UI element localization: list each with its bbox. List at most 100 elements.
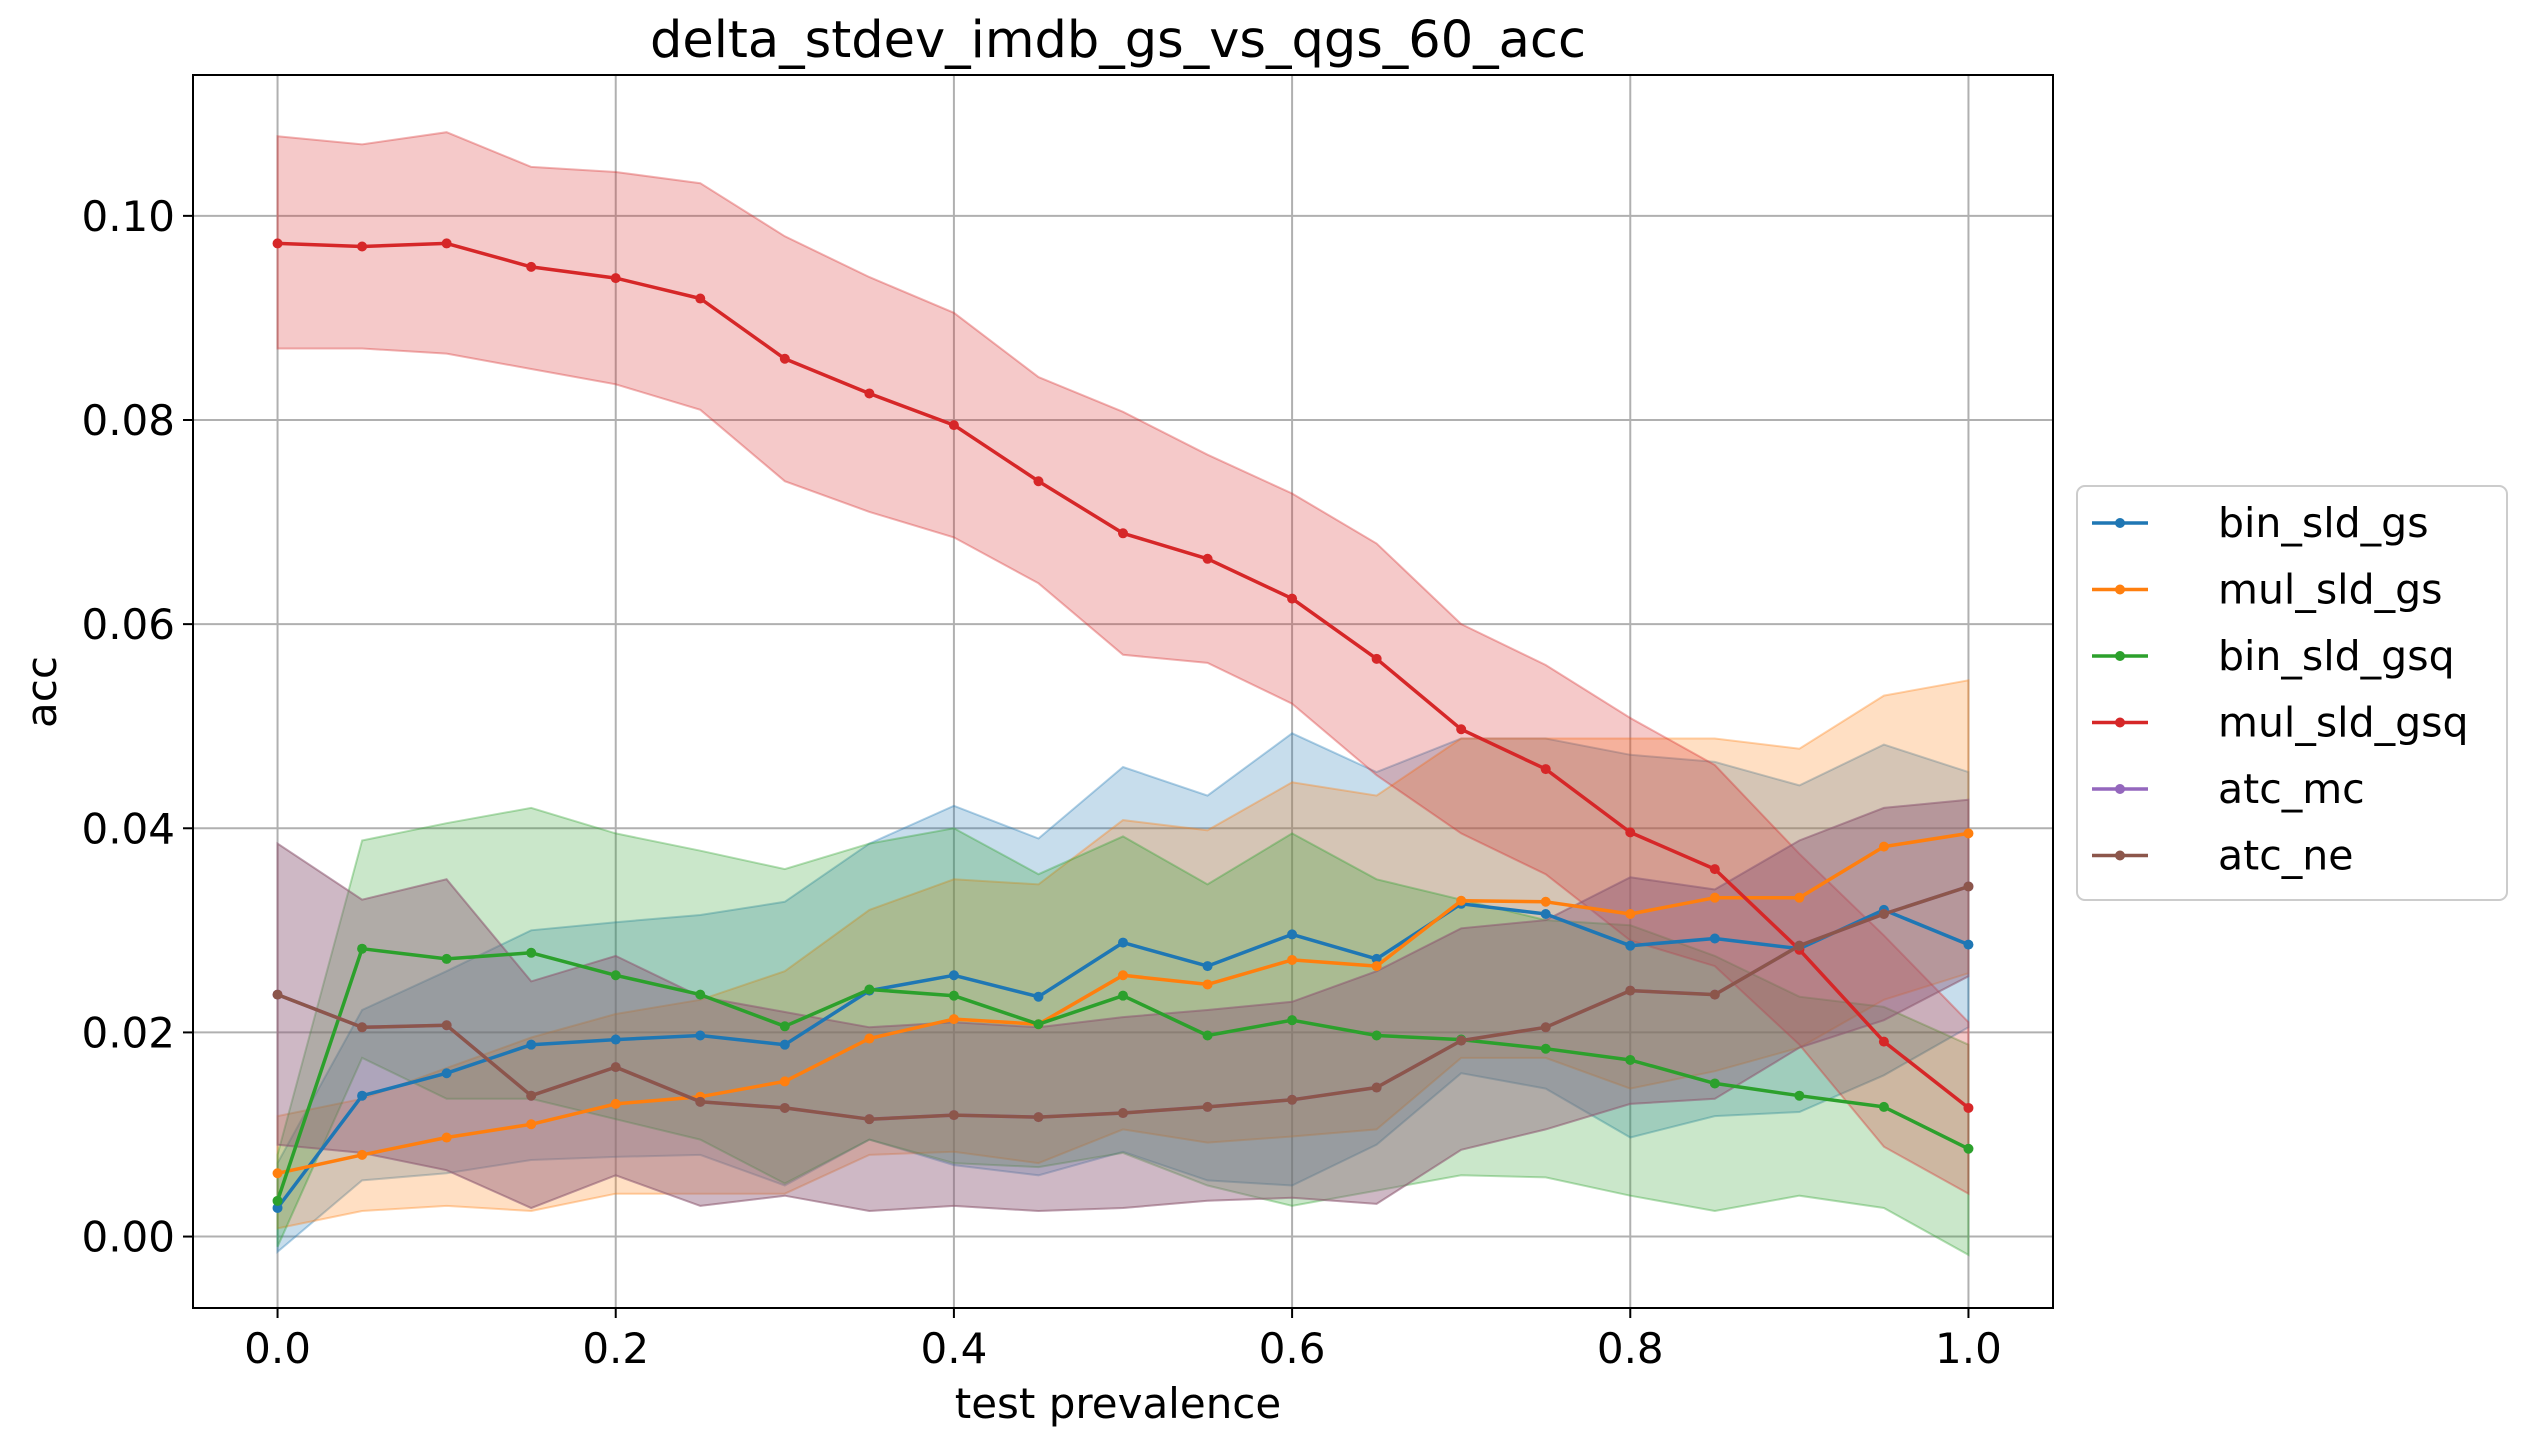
point-mul_sld_gsq <box>695 293 706 304</box>
point-bin_sld_gs <box>441 1068 452 1079</box>
point-atc_ne <box>1709 989 1720 1000</box>
legend-label-bin_sld_gsq: bin_sld_gsq <box>2218 632 2455 680</box>
point-mul_sld_gs <box>1456 895 1467 906</box>
point-atc_ne <box>441 1020 452 1031</box>
point-mul_sld_gsq <box>1033 476 1044 487</box>
point-mul_sld_gs <box>1540 896 1551 907</box>
x-tick-label: 1.0 <box>1935 1324 2002 1373</box>
point-bin_sld_gs <box>1709 933 1720 944</box>
point-bin_sld_gsq <box>1202 1030 1213 1041</box>
point-bin_sld_gs <box>1033 991 1044 1002</box>
point-mul_sld_gs <box>864 1033 875 1044</box>
point-bin_sld_gsq <box>526 947 537 958</box>
band-atc_mc <box>276 798 1970 1213</box>
point-bin_sld_gs <box>610 1034 621 1045</box>
point-bin_sld_gsq <box>1794 1090 1805 1101</box>
point-atc_ne <box>1794 940 1805 951</box>
point-mul_sld_gsq <box>1963 1102 1974 1113</box>
point-mul_sld_gsq <box>526 261 537 272</box>
legend-marker-bin_sld_gsq <box>2115 651 2125 661</box>
point-mul_sld_gs <box>441 1132 452 1143</box>
band-mul_sld_gsq <box>276 131 1970 1196</box>
point-bin_sld_gs <box>272 1202 283 1213</box>
point-atc_ne <box>948 1110 959 1121</box>
point-atc_ne <box>1118 1108 1128 1119</box>
point-atc_ne <box>779 1102 790 1113</box>
legend-label-mul_sld_gsq: mul_sld_gsq <box>2218 699 2469 747</box>
point-bin_sld_gsq <box>1709 1078 1720 1089</box>
point-bin_sld_gsq <box>1878 1101 1889 1112</box>
point-mul_sld_gsq <box>272 238 283 249</box>
legend: bin_sld_gs mul_sld_gs bin_sld_gsq mul_sld_g… <box>2076 485 2508 901</box>
y-axis-ticks: 0.00 0.02 0.04 0.06 0.08 0.10 <box>81 192 193 1262</box>
x-tick-label: 0.0 <box>244 1324 311 1373</box>
point-bin_sld_gsq <box>1540 1043 1551 1054</box>
point-mul_sld_gsq <box>441 238 452 249</box>
legend-label-mul_sld_gs: mul_sld_gs <box>2218 566 2442 614</box>
legend-marker-bin_sld_gs <box>2115 518 2125 528</box>
point-atc_ne <box>357 1022 368 1033</box>
point-mul_sld_gsq <box>357 241 368 252</box>
point-bin_sld_gsq <box>1625 1054 1636 1065</box>
point-mul_sld_gsq <box>610 273 621 284</box>
point-mul_sld_gsq <box>1287 593 1298 604</box>
point-bin_sld_gsq <box>272 1195 283 1206</box>
band-atc_ne <box>276 798 1970 1213</box>
point-bin_sld_gsq <box>779 1021 790 1032</box>
point-mul_sld_gsq <box>1625 827 1636 838</box>
legend-marker-atc_ne <box>2115 850 2125 861</box>
point-atc_ne <box>864 1114 875 1125</box>
point-bin_sld_gsq <box>1371 1030 1382 1041</box>
point-bin_sld_gsq <box>1118 990 1128 1001</box>
point-atc_ne <box>526 1090 537 1101</box>
y-tick-label: 0.04 <box>81 804 175 853</box>
point-mul_sld_gs <box>1371 961 1382 972</box>
point-atc_ne <box>1963 881 1974 892</box>
point-mul_sld_gs <box>357 1149 368 1160</box>
point-atc_ne <box>1540 1022 1551 1033</box>
point-atc_ne <box>1033 1112 1044 1123</box>
point-mul_sld_gs <box>1709 892 1720 903</box>
point-atc_ne <box>1371 1082 1382 1093</box>
point-bin_sld_gsq <box>357 943 368 954</box>
point-bin_sld_gsq <box>1963 1143 1974 1154</box>
band-bin_sld_gsq <box>276 806 1970 1257</box>
point-mul_sld_gs <box>948 1014 959 1025</box>
point-mul_sld_gs <box>779 1076 790 1087</box>
y-tick-label: 0.08 <box>81 396 175 445</box>
x-axis-ticks: 0.0 0.2 0.4 0.6 0.8 1.0 <box>244 1308 2002 1373</box>
y-tick-label: 0.06 <box>81 600 175 649</box>
point-bin_sld_gsq <box>864 984 875 995</box>
y-axis-label: acc <box>17 656 66 728</box>
point-bin_sld_gs <box>357 1090 368 1101</box>
point-mul_sld_gs <box>1878 841 1889 852</box>
point-mul_sld_gsq <box>948 420 959 431</box>
x-tick-label: 0.6 <box>1259 1324 1326 1373</box>
point-bin_sld_gs <box>1371 953 1382 964</box>
point-mul_sld_gsq <box>1878 1036 1889 1047</box>
point-mul_sld_gs <box>1202 979 1213 990</box>
legend-marker-atc_mc <box>2115 784 2125 794</box>
point-mul_sld_gsq <box>1371 653 1382 664</box>
point-bin_sld_gs <box>1202 961 1213 972</box>
legend-box <box>2076 485 2508 901</box>
point-mul_sld_gsq <box>1709 864 1720 875</box>
band-mul_sld_gs <box>276 679 1970 1230</box>
y-tick-label: 0.10 <box>81 192 175 241</box>
x-tick-label: 0.4 <box>921 1324 988 1373</box>
point-bin_sld_gs <box>779 1039 790 1050</box>
legend-label-atc_ne: atc_ne <box>2218 832 2353 880</box>
point-mul_sld_gs <box>1625 909 1636 920</box>
grid <box>193 75 2053 1308</box>
series-lines <box>272 238 1974 1213</box>
point-bin_sld_gs <box>695 1030 706 1041</box>
point-bin_sld_gsq <box>1033 1019 1044 1030</box>
point-atc_ne <box>1456 1035 1467 1046</box>
point-mul_sld_gs <box>1794 892 1805 903</box>
point-bin_sld_gsq <box>1287 1015 1298 1026</box>
x-tick-label: 0.8 <box>1597 1324 1664 1373</box>
point-bin_sld_gs <box>1540 909 1551 920</box>
point-mul_sld_gsq <box>1202 553 1213 564</box>
